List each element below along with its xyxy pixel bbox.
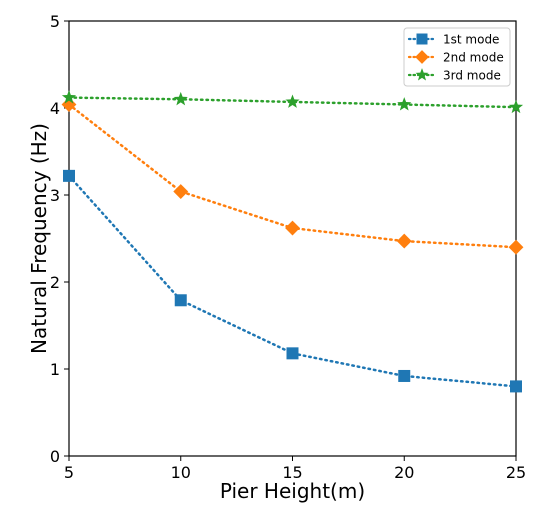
data-point: [286, 347, 299, 360]
legend-label: 2nd mode: [443, 51, 504, 65]
x-axis-ticks: 5 10 15 20 25: [64, 456, 526, 482]
data-point: [285, 220, 300, 236]
x-tick-label: 5: [64, 463, 74, 482]
data-point: [174, 294, 187, 307]
data-point: [63, 169, 75, 182]
x-tick-label: 10: [171, 463, 191, 482]
x-tick-label: 15: [282, 463, 302, 482]
data-point: [61, 90, 77, 104]
data-point: [508, 99, 524, 114]
data-point: [173, 91, 188, 106]
data-point: [396, 233, 412, 249]
data-point: [398, 369, 411, 382]
y-tick-label: 4: [50, 99, 60, 118]
series-layer: [61, 90, 524, 393]
legend-entry: 2nd mode: [407, 50, 504, 65]
y-tick-label: 5: [50, 12, 60, 31]
legend-marker: [415, 50, 429, 64]
y-tick-label: 1: [50, 360, 60, 379]
legend-marker: [415, 68, 429, 81]
data-point: [173, 184, 189, 199]
series-2: [61, 97, 524, 255]
y-tick-label: 2: [50, 273, 60, 292]
x-axis-title: Pier Height(m): [220, 479, 365, 503]
x-tick-label: 25: [506, 463, 526, 482]
data-point: [397, 97, 412, 111]
x-tick-label: 20: [394, 463, 414, 482]
data-point: [61, 97, 77, 112]
y-axis-title: Natural Frequency (Hz): [27, 123, 51, 354]
legend-label: 1st mode: [443, 33, 499, 47]
series-3: [61, 90, 524, 114]
data-point: [285, 94, 300, 108]
series-1: [63, 169, 522, 393]
y-axis-ticks: 0 1 2 3 4 5: [50, 12, 69, 466]
data-point: [510, 380, 522, 393]
legend-entry: 1st mode: [407, 33, 499, 47]
legend-label: 3rd mode: [443, 69, 501, 83]
y-tick-label: 0: [50, 447, 60, 466]
legend: 1st mode 2nd mode 3rd mode: [403, 27, 511, 87]
legend-entry: 3rd mode: [407, 68, 501, 83]
legend-box: [403, 27, 511, 87]
data-point: [508, 239, 524, 255]
y-tick-label: 3: [50, 186, 60, 205]
legend-marker: [416, 33, 428, 45]
